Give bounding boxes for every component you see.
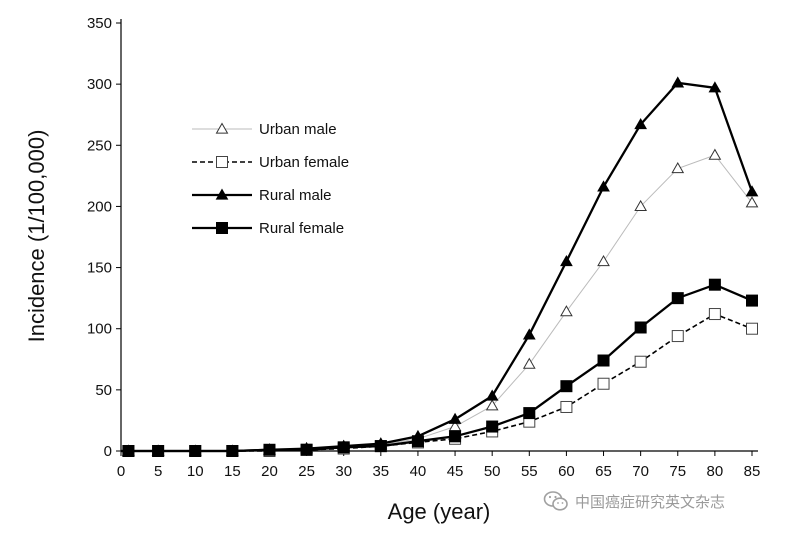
legend-marker-urban-male <box>215 122 229 134</box>
data-point-rural-female <box>486 420 499 433</box>
x-tick-label: 45 <box>447 463 464 480</box>
legend: Urban male Urban female Rural male Rural fe… <box>192 121 349 237</box>
series-layer <box>121 76 759 457</box>
watermark: 中国癌症研究英文杂志 <box>543 488 783 514</box>
data-point-urban-female <box>597 377 610 390</box>
data-point-rural-female <box>597 354 610 367</box>
y-tick-label: 50 <box>95 382 112 399</box>
legend-label-urban-male: Urban male <box>259 121 337 138</box>
data-point-urban-female <box>671 330 684 343</box>
legend-item-urban-male: Urban male <box>192 121 337 138</box>
x-tick-label: 25 <box>298 463 315 480</box>
legend-label-urban-female: Urban female <box>259 154 349 171</box>
data-point-rural-male <box>374 437 388 449</box>
x-axis-title: Age (year) <box>388 499 491 524</box>
data-point-urban-female <box>634 355 647 368</box>
axes: 0 5 10 15 20 25 30 35 40 45 50 55 60 65 70 75 80 85 0 50 100… <box>87 15 760 480</box>
data-point-rural-male <box>300 442 313 454</box>
x-tick-label: 0 <box>117 463 125 480</box>
y-tick-label: 0 <box>104 443 112 460</box>
legend-item-urban-female: Urban female <box>192 154 349 171</box>
watermark-text: 中国癌症研究英文杂志 <box>575 492 726 511</box>
series-rural-male <box>121 76 759 456</box>
y-tick-label: 200 <box>87 198 112 215</box>
legend-item-rural-male: Rural male <box>192 187 332 204</box>
data-point-urban-male <box>671 162 685 174</box>
x-tick-label: 70 <box>632 463 649 480</box>
series-rural-female <box>121 278 758 457</box>
data-point-rural-male <box>448 412 462 424</box>
data-point-urban-male <box>522 357 536 369</box>
x-tick-label: 20 <box>261 463 278 480</box>
data-point-rural-female <box>708 278 721 291</box>
data-point-rural-male <box>671 76 685 88</box>
x-tick-label: 5 <box>154 463 162 480</box>
data-point-rural-male <box>225 444 239 456</box>
data-point-rural-female <box>560 380 573 393</box>
x-tick-label: 40 <box>410 463 427 480</box>
data-point-rural-male <box>745 185 759 197</box>
x-tick-label: 80 <box>707 463 724 480</box>
series-urban-female <box>121 308 758 457</box>
series-line-urban-male <box>121 154 753 452</box>
y-tick-label: 100 <box>87 321 112 338</box>
y-tick-label: 150 <box>87 260 112 277</box>
data-point-urban-male <box>560 305 573 317</box>
x-tick-label: 35 <box>372 463 389 480</box>
legend-label-rural-female: Rural female <box>259 220 344 237</box>
data-point-rural-male <box>597 180 610 192</box>
x-tick-label: 65 <box>595 463 612 480</box>
data-point-rural-male <box>122 444 135 456</box>
data-point-rural-male <box>188 444 202 456</box>
x-tick-label: 85 <box>744 463 761 480</box>
data-point-urban-male <box>745 196 759 208</box>
data-point-rural-male <box>560 254 573 267</box>
legend-marker-rural-female <box>216 222 228 234</box>
series-line-urban-female <box>121 313 753 452</box>
legend-label-rural-male: Rural male <box>259 187 332 204</box>
y-tick-label: 250 <box>87 137 112 154</box>
data-point-rural-male <box>151 444 165 456</box>
x-tick-label: 50 <box>484 463 501 480</box>
x-tick-label: 60 <box>558 463 575 480</box>
data-point-rural-male <box>485 389 499 401</box>
y-tick-label: 350 <box>87 15 112 32</box>
data-point-urban-male <box>634 199 648 212</box>
legend-marker-rural-male <box>215 188 229 200</box>
data-point-urban-male <box>708 148 722 160</box>
data-point-rural-male <box>337 439 351 451</box>
x-tick-label: 10 <box>187 463 204 480</box>
data-point-rural-male <box>708 81 722 93</box>
data-point-rural-female <box>746 294 758 307</box>
x-tick-label: 30 <box>335 463 352 480</box>
data-point-urban-female <box>746 322 758 335</box>
data-point-rural-female <box>523 407 536 420</box>
wechat-icon <box>543 491 568 511</box>
x-tick-label: 15 <box>224 463 241 480</box>
series-line-rural-male <box>121 81 754 453</box>
data-point-urban-female <box>708 308 721 321</box>
data-point-urban-female <box>560 400 573 413</box>
x-tick-label: 55 <box>521 463 538 480</box>
data-point-rural-male <box>263 443 276 455</box>
y-axis-title: Incidence (1/100,000) <box>24 130 49 343</box>
legend-marker-urban-female <box>216 156 228 168</box>
data-point-rural-female <box>449 430 462 443</box>
data-point-rural-female <box>634 321 647 334</box>
data-point-rural-female <box>671 292 684 305</box>
data-point-urban-male <box>597 254 610 267</box>
data-point-rural-male <box>411 429 425 441</box>
data-point-rural-male <box>522 328 536 340</box>
y-tick-label: 300 <box>87 76 112 93</box>
x-tick-label: 75 <box>669 463 686 480</box>
data-point-urban-male <box>485 399 499 411</box>
legend-item-rural-female: Rural female <box>192 220 344 237</box>
series-line-rural-female <box>121 283 753 453</box>
data-point-rural-male <box>634 117 648 130</box>
